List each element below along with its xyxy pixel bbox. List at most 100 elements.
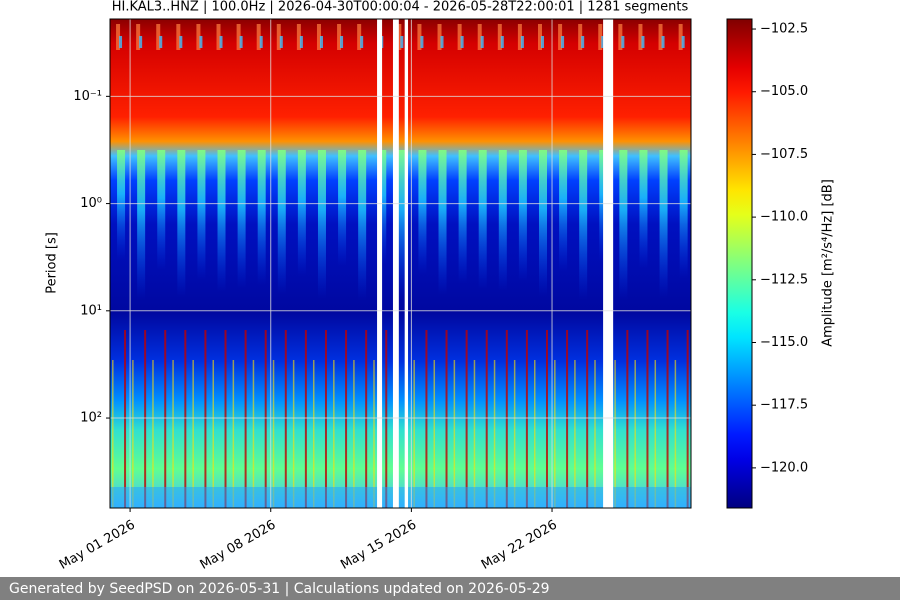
diurnal-band xyxy=(558,24,563,50)
diurnal-line xyxy=(224,330,227,508)
plot-frame xyxy=(109,18,692,509)
diurnal-band xyxy=(176,24,181,50)
diurnal-line xyxy=(304,330,307,508)
diurnal-line xyxy=(513,360,516,508)
diurnal-band xyxy=(561,36,565,48)
diurnal-plume xyxy=(538,150,547,297)
x-tick-label: May 01 2026 xyxy=(57,518,138,573)
diurnal-band xyxy=(216,24,221,50)
diurnal-line xyxy=(204,330,207,508)
spectrogram-image xyxy=(110,19,691,508)
diurnal-plume xyxy=(117,150,126,260)
diurnal-line xyxy=(272,360,275,508)
diurnal-line xyxy=(433,360,436,508)
diurnal-band xyxy=(601,36,605,48)
colorbar-tick-label: −117.5 xyxy=(760,398,808,413)
diurnal-line xyxy=(485,330,488,508)
diurnal-line xyxy=(594,360,596,508)
diurnal-plume xyxy=(177,150,186,298)
diurnal-line xyxy=(445,330,448,508)
diurnal-line xyxy=(505,330,508,508)
y-tick-label: 10⁰ xyxy=(80,196,102,211)
diurnal-line xyxy=(674,360,677,508)
diurnal-line xyxy=(465,330,468,508)
diurnal-line xyxy=(646,330,649,508)
chart-title: HI.KAL3..HNZ | 100.0Hz | 2026-04-30T00:0… xyxy=(112,0,689,15)
diurnal-line xyxy=(634,360,636,508)
diurnal-band xyxy=(156,24,161,50)
diurnal-plume xyxy=(338,150,347,266)
diurnal-band xyxy=(256,24,261,50)
diurnal-line xyxy=(425,330,428,508)
colorbar-tick-label: −107.5 xyxy=(760,147,808,162)
diurnal-line xyxy=(566,330,569,508)
diurnal-plume xyxy=(559,150,568,272)
diurnal-line xyxy=(212,360,215,508)
diurnal-band xyxy=(139,36,143,48)
colorbar-tick-label: −105.0 xyxy=(760,84,808,99)
diurnal-band xyxy=(517,24,522,50)
x-tick-label: May 08 2026 xyxy=(198,518,279,573)
diurnal-plume xyxy=(378,150,387,265)
diurnal-line xyxy=(192,360,194,508)
diurnal-band xyxy=(337,24,342,50)
diurnal-band xyxy=(520,36,524,48)
diurnal-plume xyxy=(197,150,206,280)
diurnal-line xyxy=(574,360,576,508)
diurnal-band xyxy=(437,24,442,50)
diurnal-plume xyxy=(619,150,628,300)
diurnal-band xyxy=(116,24,121,50)
diurnal-band xyxy=(159,36,163,48)
diurnal-band xyxy=(119,36,123,48)
diurnal-band xyxy=(678,24,683,50)
diurnal-line xyxy=(385,330,388,508)
noise-band xyxy=(110,487,691,508)
diurnal-line xyxy=(292,360,295,508)
diurnal-plume xyxy=(498,150,507,291)
colorbar-label: Amplitude [m²/s⁴/Hz] [dB] xyxy=(821,179,836,347)
diurnal-plume xyxy=(418,150,427,275)
diurnal-plume xyxy=(157,150,166,271)
diurnal-line xyxy=(144,330,147,508)
diurnal-line xyxy=(525,330,528,508)
diurnal-line xyxy=(312,360,315,508)
diurnal-line xyxy=(654,360,657,508)
diurnal-band xyxy=(641,36,645,48)
diurnal-band xyxy=(460,36,464,48)
diurnal-band xyxy=(259,36,263,48)
diurnal-band xyxy=(598,24,603,50)
diurnal-band xyxy=(477,24,482,50)
diurnal-band xyxy=(279,36,283,48)
diurnal-line xyxy=(324,330,327,508)
diurnal-band xyxy=(136,24,141,50)
colorbar-tick-label: −110.0 xyxy=(760,210,808,225)
diurnal-band xyxy=(357,24,362,50)
diurnal-plume xyxy=(478,150,487,290)
diurnal-line xyxy=(112,360,114,508)
diurnal-band xyxy=(440,36,444,48)
data-gap xyxy=(392,19,399,508)
diurnal-band xyxy=(500,36,504,48)
diurnal-line xyxy=(184,330,187,508)
diurnal-line xyxy=(666,330,669,508)
diurnal-band xyxy=(658,24,663,50)
diurnal-band xyxy=(276,24,281,50)
diurnal-line xyxy=(473,360,476,508)
diurnal-line xyxy=(284,330,287,508)
colorbar-tick-label: −120.0 xyxy=(760,460,808,475)
diurnal-band xyxy=(299,36,303,48)
diurnal-band xyxy=(578,24,583,50)
colorbar-tick-label: −102.5 xyxy=(760,22,808,37)
x-tick-label: May 22 2026 xyxy=(479,518,560,573)
diurnal-band xyxy=(621,36,625,48)
y-axis-label: Period [s] xyxy=(45,232,60,294)
diurnal-band xyxy=(397,24,402,50)
diurnal-band xyxy=(417,24,422,50)
diurnal-line xyxy=(545,330,548,508)
y-tick-label: 10¹ xyxy=(80,303,102,318)
diurnal-line xyxy=(554,360,556,508)
diurnal-band xyxy=(296,24,301,50)
diurnal-band xyxy=(239,36,243,48)
diurnal-band xyxy=(199,36,203,48)
